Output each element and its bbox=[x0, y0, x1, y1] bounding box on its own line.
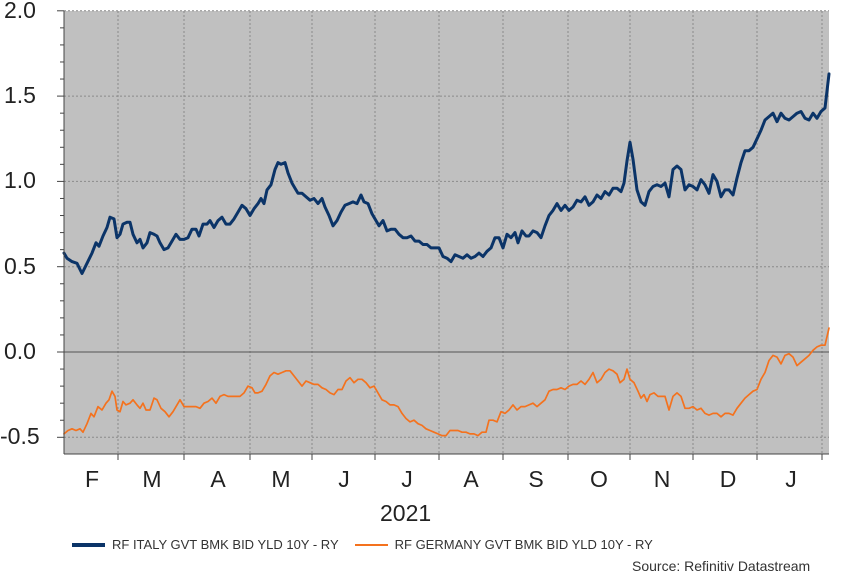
y-tick-label: 1.5 bbox=[4, 82, 36, 109]
plot-area bbox=[64, 11, 829, 454]
x-tick-label: A bbox=[210, 466, 226, 492]
legend-item-italy: RF ITALY GVT BMK BID YLD 10Y - RY bbox=[72, 537, 339, 552]
legend-swatch-germany bbox=[354, 543, 388, 546]
x-tick-label: F bbox=[84, 466, 100, 492]
y-tick-label: 0.0 bbox=[4, 338, 36, 364]
series-line bbox=[63, 327, 830, 437]
axes bbox=[57, 10, 829, 460]
x-axis-year-label: 2021 bbox=[380, 500, 432, 526]
legend-label-germany: RF GERMANY GVT BMK BID YLD 10Y - RY bbox=[394, 537, 653, 552]
x-tick-label: M bbox=[271, 466, 291, 492]
source-note: Source: Refinitiv Datastream bbox=[632, 558, 811, 574]
x-tick-label: N bbox=[653, 466, 671, 492]
legend-label-italy: RF ITALY GVT BMK BID YLD 10Y - RY bbox=[112, 537, 339, 552]
legend-item-germany: RF GERMANY GVT BMK BID YLD 10Y - RY bbox=[354, 537, 653, 552]
x-tick-label: D bbox=[719, 466, 737, 492]
legend: RF ITALY GVT BMK BID YLD 10Y - RY RF GER… bbox=[72, 537, 669, 552]
x-tick-label: A bbox=[463, 466, 479, 492]
x-tick-label: J bbox=[338, 466, 350, 492]
y-tick-label: 2.0 bbox=[4, 0, 36, 23]
series-lines bbox=[62, 72, 831, 437]
x-tick-label: O bbox=[590, 466, 608, 492]
x-tick-label: J bbox=[401, 466, 413, 492]
x-tick-label: M bbox=[142, 466, 162, 492]
series-line bbox=[62, 72, 831, 275]
y-tick-label: -0.5 bbox=[0, 423, 40, 450]
x-tick-label: J bbox=[785, 466, 797, 492]
x-tick-label: S bbox=[528, 466, 544, 492]
y-tick-label: 1.0 bbox=[4, 167, 36, 194]
legend-swatch-italy bbox=[72, 542, 105, 547]
y-tick-label: 0.5 bbox=[4, 252, 36, 279]
